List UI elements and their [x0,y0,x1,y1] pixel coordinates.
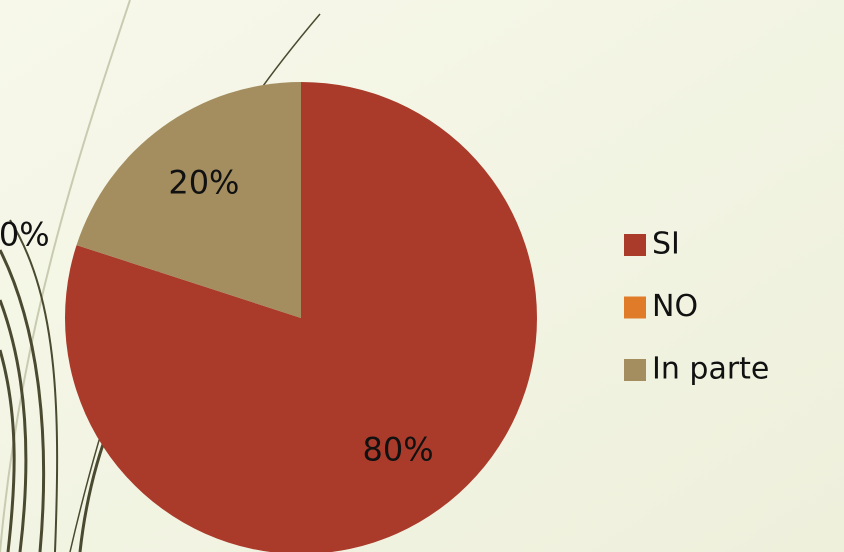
legend-swatch [624,359,646,381]
legend-swatch [624,234,646,256]
pie-slice [76,82,301,318]
legend-swatch [624,296,646,319]
legend-label: SI [652,227,680,262]
data-label: 80% [363,431,434,469]
data-label: 0% [0,215,50,253]
data-label: 20% [168,163,239,201]
legend-label: In parte [652,352,769,387]
legend-label: NO [652,289,698,324]
pie-slice [65,82,537,552]
